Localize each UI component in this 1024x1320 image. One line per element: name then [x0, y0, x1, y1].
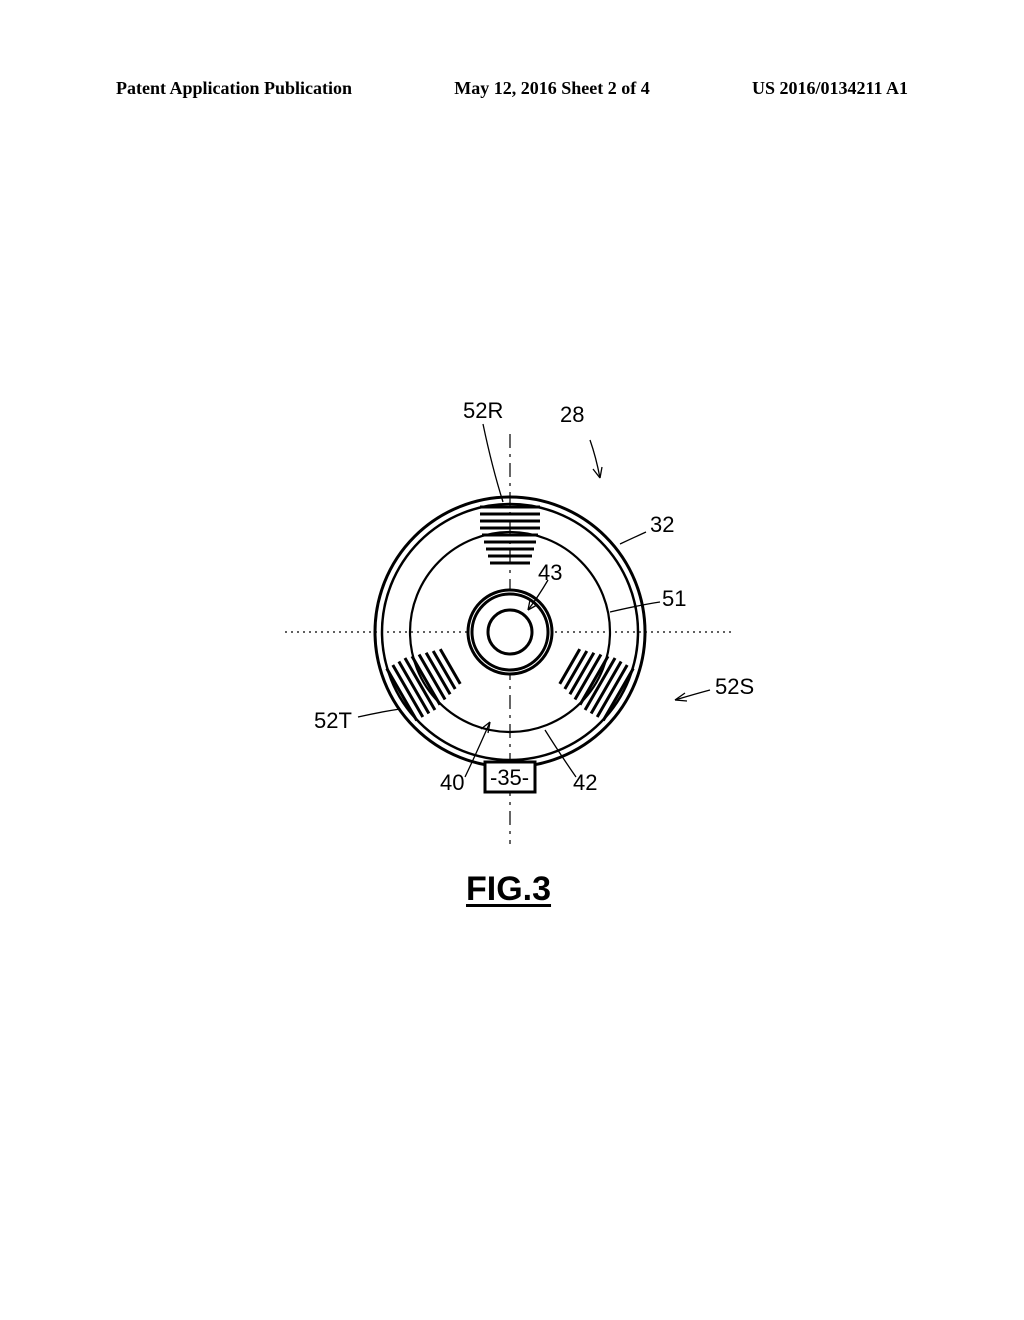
leader-52T [358, 709, 400, 717]
label-28: 28 [560, 402, 584, 428]
header-right: US 2016/0134211 A1 [752, 78, 908, 99]
label-52R: 52R [463, 398, 503, 424]
header-left: Patent Application Publication [116, 78, 352, 99]
label-52T: 52T [314, 708, 352, 734]
leader-28 [590, 440, 602, 478]
figure-3: 52R 28 32 43 51 52S 52T 40 -35- 42 FIG.3 [280, 412, 740, 852]
hub-inner [488, 610, 532, 654]
label-43: 43 [538, 560, 562, 586]
label-40: 40 [440, 770, 464, 796]
coil-top [480, 507, 540, 563]
patent-header: Patent Application Publication May 12, 2… [116, 78, 908, 99]
label-35: -35- [490, 765, 529, 791]
label-51: 51 [662, 586, 686, 612]
figure-caption: FIG.3 [466, 870, 551, 909]
header-center: May 12, 2016 Sheet 2 of 4 [454, 78, 649, 99]
leader-52S [675, 690, 710, 701]
label-52S: 52S [715, 674, 754, 700]
leader-32 [620, 532, 646, 544]
label-42: 42 [573, 770, 597, 796]
leader-52R [483, 424, 503, 502]
label-32: 32 [650, 512, 674, 538]
